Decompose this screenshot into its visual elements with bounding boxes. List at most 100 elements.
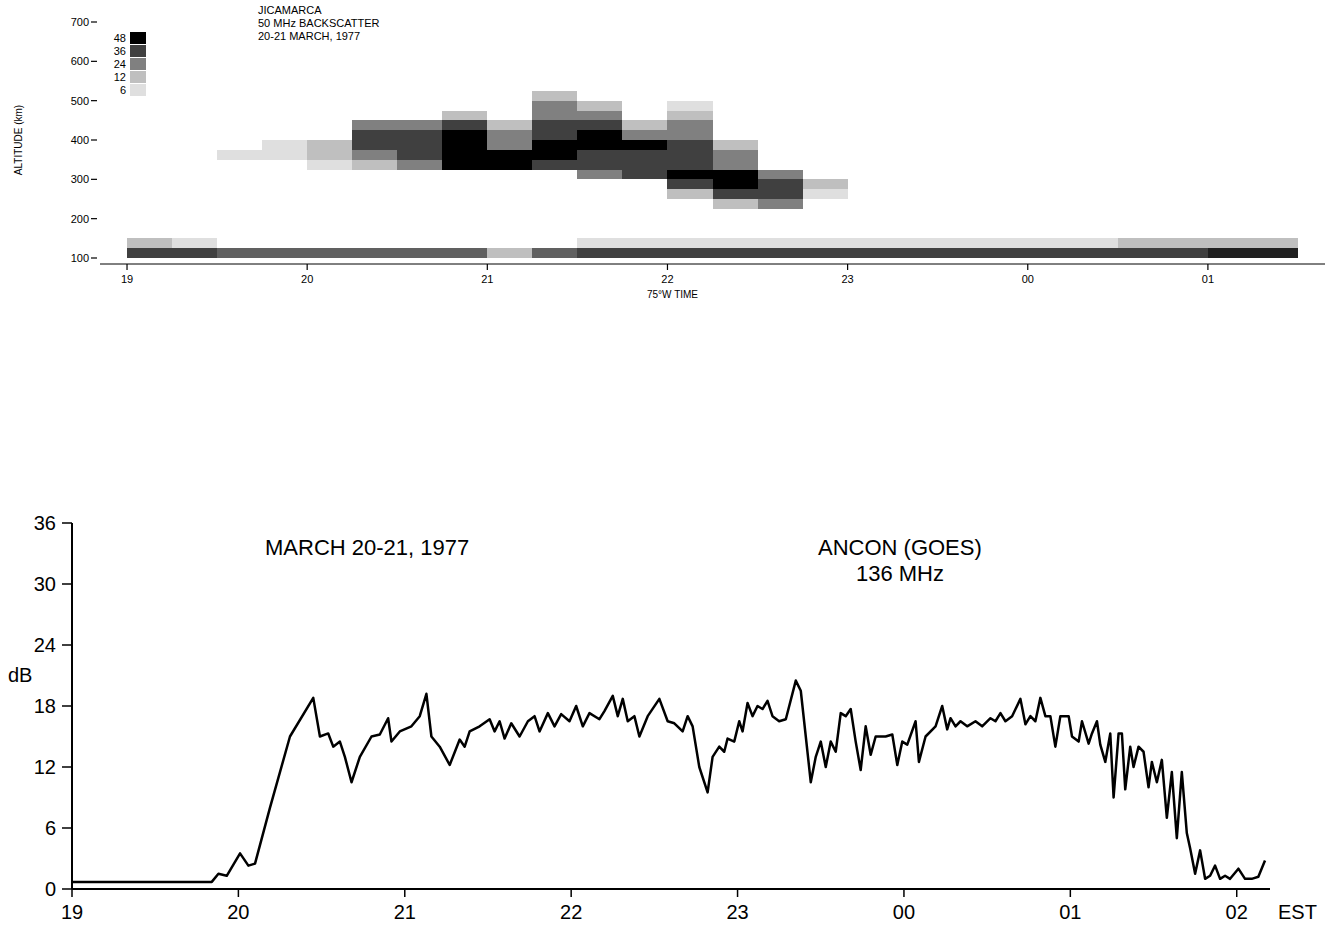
cell (1028, 209, 1073, 219)
cell (442, 160, 487, 170)
cell (893, 130, 938, 140)
x-tick (570, 889, 572, 897)
cell (127, 111, 172, 121)
cell (262, 238, 307, 248)
cell (352, 120, 397, 130)
cell (713, 179, 758, 189)
cell (442, 120, 487, 130)
cell (307, 101, 352, 111)
cell (1073, 238, 1118, 248)
cell (1208, 219, 1253, 229)
cell (352, 229, 397, 239)
cell (352, 150, 397, 160)
cell (1118, 101, 1163, 111)
cell (803, 140, 848, 150)
cell (397, 160, 442, 170)
color-key-label: 36 (114, 45, 126, 57)
cell (1028, 238, 1073, 248)
cell (983, 150, 1028, 160)
cell (848, 120, 893, 130)
x-tick-label: 01 (1202, 273, 1214, 285)
cell (983, 170, 1028, 180)
cell (352, 81, 397, 91)
cell (127, 209, 172, 219)
cell (622, 140, 667, 150)
cell (713, 130, 758, 140)
cell (803, 120, 848, 130)
cell (848, 111, 893, 121)
cell (848, 101, 893, 111)
x-tick-label: 21 (394, 901, 416, 923)
cell (803, 179, 848, 189)
cell (307, 130, 352, 140)
cell (1208, 101, 1253, 111)
cell (307, 209, 352, 219)
cell (1163, 160, 1208, 170)
cell (1073, 111, 1118, 121)
cell (217, 150, 262, 160)
cell (803, 229, 848, 239)
cell (667, 101, 712, 111)
cell (532, 140, 577, 150)
cell (307, 140, 352, 150)
x-tick (1236, 889, 1238, 897)
cell (487, 219, 532, 229)
cell (893, 189, 938, 199)
cell (217, 140, 262, 150)
x-tick-label: 21 (481, 273, 493, 285)
cell (713, 120, 758, 130)
cell (667, 160, 712, 170)
cell (262, 189, 307, 199)
cell (1163, 248, 1208, 258)
x-tick (1027, 264, 1028, 270)
cell (172, 150, 217, 160)
cell (577, 120, 622, 130)
cell (758, 209, 803, 219)
cell (938, 219, 983, 229)
cell (983, 101, 1028, 111)
cell (1253, 189, 1298, 199)
cell (127, 248, 172, 258)
cell (893, 140, 938, 150)
cell (622, 238, 667, 248)
cell (983, 179, 1028, 189)
cell (397, 248, 442, 258)
cell (713, 111, 758, 121)
cell (172, 238, 217, 248)
cell (758, 189, 803, 199)
cell (1073, 101, 1118, 111)
x-tick-label: 20 (227, 901, 249, 923)
y-axis-title: ALTITUDE (km) (13, 105, 24, 175)
cell (758, 120, 803, 130)
cell (1253, 219, 1298, 229)
cell (983, 160, 1028, 170)
cell (307, 170, 352, 180)
color-key-box (130, 45, 146, 57)
cell (1028, 179, 1073, 189)
cell (217, 238, 262, 248)
cell (1208, 179, 1253, 189)
cell (803, 91, 848, 101)
cell (758, 179, 803, 189)
color-key-box (130, 84, 146, 96)
cell (1163, 91, 1208, 101)
cell (622, 150, 667, 160)
y-tick (62, 705, 72, 707)
y-axis-title: dB (8, 664, 32, 686)
y-tick (91, 139, 97, 140)
cell (532, 229, 577, 239)
cell (487, 209, 532, 219)
cell (1163, 238, 1208, 248)
cell (758, 150, 803, 160)
cell (848, 130, 893, 140)
cell (622, 111, 667, 121)
cell (532, 199, 577, 209)
cell (487, 91, 532, 101)
cell (532, 189, 577, 199)
cell (667, 140, 712, 150)
cell (577, 229, 622, 239)
cell (1163, 229, 1208, 239)
cells (127, 81, 1298, 258)
cell (1073, 170, 1118, 180)
cell (1028, 101, 1073, 111)
